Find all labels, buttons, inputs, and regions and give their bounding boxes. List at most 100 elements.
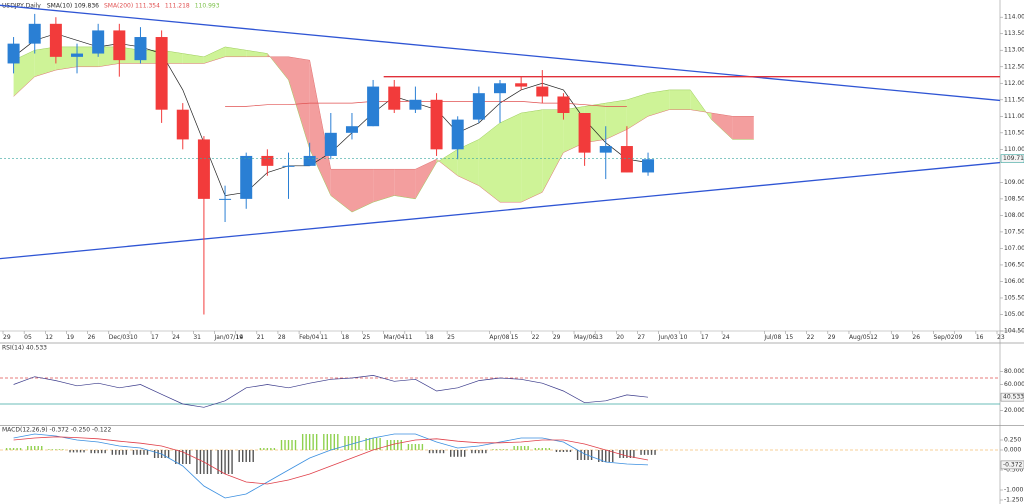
y-tick-label: 105.000 (1004, 311, 1024, 318)
y-tick-label: 108.000 (1004, 212, 1024, 219)
last-value-box (1000, 154, 1024, 163)
panel-title: RSI(14) 40.533 (2, 345, 47, 352)
cloud-segment (605, 99, 627, 140)
x-tick-label: 14 (236, 334, 244, 341)
cloud-segment (732, 116, 754, 140)
x-tick-label: 29 (828, 334, 836, 341)
x-tick-label: 26 (912, 334, 920, 341)
candle-body (515, 83, 528, 87)
y-tick-label: 80.000 (1004, 368, 1024, 375)
x-tick-label: Feb/04 (299, 334, 319, 341)
cloud-segment (352, 169, 374, 213)
cloud-segment (521, 109, 543, 203)
x-tick-label: 27 (637, 334, 645, 341)
x-tick-label: 12 (45, 334, 53, 341)
x-tick-label: 23 (997, 334, 1005, 341)
candle-body (430, 99, 443, 150)
y-tick-label: 110.500 (1004, 129, 1024, 136)
candle-body (388, 86, 401, 110)
candle-body (303, 155, 316, 166)
x-tick-label: 10 (680, 334, 688, 341)
indicator-label: 111.218 (165, 3, 190, 10)
x-tick-label: 19 (891, 334, 899, 341)
x-tick-label: 28 (278, 334, 286, 341)
cloud-segment (478, 122, 500, 203)
panel-title: USDJPY,Daily (2, 3, 41, 10)
candle-body (176, 109, 189, 140)
candle-body (49, 23, 62, 57)
last-value-box (1000, 392, 1024, 402)
x-tick-label: 13 (595, 334, 603, 341)
candle-body (240, 155, 253, 199)
x-tick-label: 25 (447, 334, 455, 341)
x-tick-label: 26 (88, 334, 96, 341)
y-tick-label: 104.500 (1004, 328, 1024, 335)
trendline (0, 4, 1001, 102)
x-tick-label: 20 (616, 334, 624, 341)
y-tick-label: 109.000 (1004, 179, 1024, 186)
x-tick-label: 31 (193, 334, 201, 341)
candle-body (494, 83, 506, 94)
candle-body (282, 165, 295, 167)
y-tick-label: 110.000 (1004, 146, 1024, 153)
cloud-segment (330, 169, 352, 213)
last-value-label: 109.718 (1003, 155, 1024, 162)
y-tick-label: -1.000 (1004, 487, 1024, 494)
last-value-label: -0.372 (1003, 461, 1023, 468)
x-tick-label: 10 (130, 334, 138, 341)
indicator-label: 110.993 (195, 3, 220, 10)
x-tick-label: 22 (532, 334, 540, 341)
x-tick-label: Sep/02 (934, 334, 955, 341)
candle-body (472, 93, 485, 120)
candle-body (261, 155, 274, 166)
cloud-segment (288, 56, 310, 150)
x-tick-label: May/06 (574, 334, 596, 341)
candle-body (134, 37, 147, 61)
candle-body (155, 37, 168, 110)
candle-body (7, 43, 20, 64)
x-tick-label: 21 (257, 334, 265, 341)
trendline (0, 161, 1001, 260)
candle-body (367, 86, 380, 127)
y-tick-label: -0.500 (1004, 467, 1024, 474)
x-tick-label: 29 (3, 334, 11, 341)
y-tick-label: 114.000 (1004, 14, 1024, 21)
candle-body (642, 159, 655, 173)
x-tick-label: Jun/03 (658, 334, 678, 341)
x-tick-label: Jan/07/19 (213, 334, 243, 341)
x-tick-label: 11 (320, 334, 328, 341)
indicator-line (13, 375, 649, 408)
x-tick-label: 24 (722, 334, 730, 341)
candle-body (557, 96, 570, 113)
candle-body (219, 198, 232, 200)
cloud-segment (309, 60, 331, 196)
x-tick-label: 22 (807, 334, 815, 341)
y-tick-label: 113.000 (1004, 47, 1024, 54)
cloud-segment (394, 169, 416, 199)
y-tick-label: 107.500 (1004, 228, 1024, 235)
y-tick-label: 60.000 (1004, 381, 1024, 388)
candle-body (197, 139, 210, 199)
y-tick-label: 0.250 (1004, 437, 1021, 444)
y-tick-label: 106.000 (1004, 278, 1024, 285)
candle-body (324, 132, 337, 156)
x-tick-label: 17 (701, 334, 709, 341)
y-tick-label: 20.000 (1004, 407, 1024, 414)
x-tick-label: 16 (976, 334, 984, 341)
y-tick-label: 106.500 (1004, 261, 1024, 268)
x-tick-label: 18 (341, 334, 349, 341)
cloud-segment (436, 149, 458, 176)
x-tick-label: 19 (66, 334, 74, 341)
candle-body (113, 30, 126, 61)
candle-body (28, 23, 41, 44)
x-tick-label: 24 (172, 334, 180, 341)
cloud-segment (203, 46, 226, 64)
x-tick-label: Mar/04 (384, 334, 405, 341)
y-tick-label: 112.000 (1004, 80, 1024, 87)
candle-body (345, 126, 358, 133)
cloud-span-b (13, 56, 754, 203)
x-tick-label: 29 (553, 334, 561, 341)
cloud-segment (626, 93, 648, 130)
cloud-segment (415, 159, 437, 199)
